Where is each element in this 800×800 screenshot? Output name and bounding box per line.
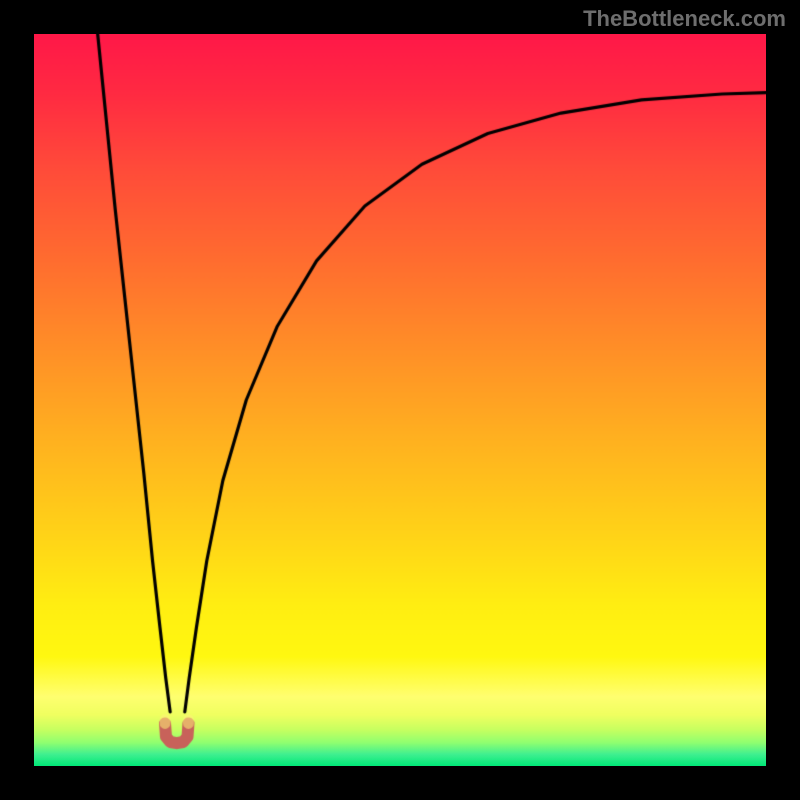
chart-container: TheBottleneck.com: [0, 0, 800, 800]
watermark-text: TheBottleneck.com: [583, 6, 786, 32]
plot-area: [34, 34, 766, 766]
gradient-background: [34, 34, 766, 766]
